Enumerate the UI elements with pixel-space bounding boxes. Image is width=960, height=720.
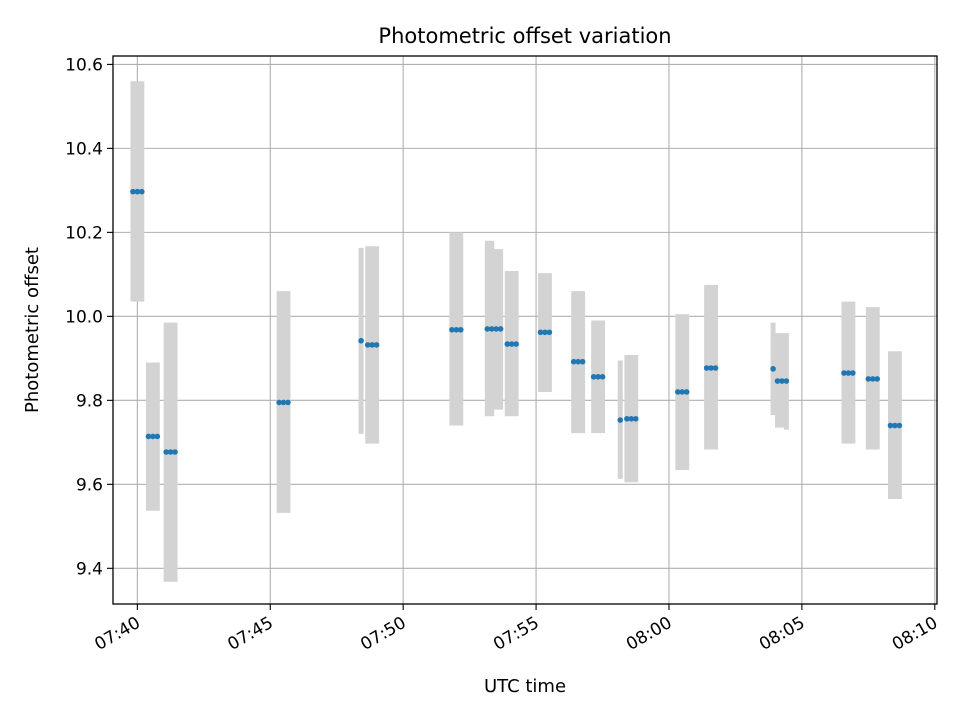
- data-point: [869, 376, 876, 382]
- data-point: [373, 342, 380, 348]
- data-point: [484, 326, 491, 332]
- data-point: [595, 374, 601, 380]
- data-point: [770, 366, 776, 372]
- data-point: [874, 376, 880, 382]
- data-point: [779, 378, 785, 384]
- data-point: [154, 433, 161, 440]
- data-point: [675, 389, 681, 395]
- x-axis-label: UTC time: [484, 676, 566, 697]
- data-point: [172, 449, 178, 455]
- data-point: [850, 370, 856, 376]
- data-point: [508, 341, 515, 347]
- data-point: [457, 326, 464, 333]
- data-point: [493, 326, 500, 332]
- data-point: [280, 399, 287, 406]
- data-point: [774, 378, 781, 384]
- data-point: [865, 376, 872, 382]
- data-point: [167, 449, 174, 455]
- data-point: [590, 374, 597, 380]
- data-point: [703, 365, 710, 371]
- data-point: [708, 365, 714, 371]
- y-tick-label: 9.4: [76, 559, 103, 579]
- data-point: [130, 188, 136, 195]
- data-point: [579, 358, 586, 365]
- data-point: [617, 417, 624, 423]
- y-axis: 9.4 9.6 9.8 10.0 10.2 10.4 10.6: [65, 55, 113, 579]
- data-point: [841, 370, 847, 376]
- data-point: [453, 326, 460, 333]
- data-point: [892, 422, 898, 429]
- data-point: [488, 326, 495, 332]
- data-point: [364, 342, 371, 348]
- data-point: [504, 341, 511, 347]
- data-point: [358, 337, 364, 344]
- plot-frame: [112, 55, 938, 605]
- data-point: [285, 399, 291, 406]
- data-point: [628, 416, 635, 422]
- data-point: [134, 188, 141, 195]
- data-point: [537, 329, 544, 336]
- data-point: [542, 329, 548, 336]
- data-point: [632, 416, 639, 422]
- data-point: [575, 358, 581, 365]
- data-point: [369, 342, 375, 348]
- grid: [113, 56, 937, 604]
- data-point: [599, 374, 606, 380]
- data-point: [546, 329, 553, 336]
- data-points: [130, 188, 903, 455]
- y-tick-label: 10.6: [65, 55, 103, 75]
- y-axis-label: Photometric offset: [22, 247, 43, 413]
- data-point: [138, 188, 145, 195]
- data-point: [783, 378, 790, 384]
- y-tick-label: 9.6: [76, 475, 103, 495]
- data-point: [624, 416, 630, 422]
- y-tick-label: 9.8: [76, 391, 103, 411]
- data-point: [449, 326, 455, 333]
- data-point: [150, 433, 156, 440]
- data-point: [163, 449, 169, 455]
- data-point: [845, 370, 852, 376]
- data-point: [570, 358, 577, 365]
- y-tick-label: 10.4: [65, 139, 103, 159]
- data-point: [896, 422, 903, 429]
- data-point: [683, 389, 690, 395]
- y-tick-label: 10.0: [65, 307, 103, 327]
- data-point: [497, 326, 504, 332]
- y-tick-label: 10.2: [65, 223, 103, 243]
- data-point: [679, 389, 686, 395]
- data-point: [887, 422, 894, 429]
- data-point: [513, 341, 519, 347]
- chart-title: Photometric offset variation: [378, 24, 671, 48]
- data-point: [276, 399, 282, 406]
- data-point: [712, 365, 719, 371]
- data-point: [145, 433, 152, 440]
